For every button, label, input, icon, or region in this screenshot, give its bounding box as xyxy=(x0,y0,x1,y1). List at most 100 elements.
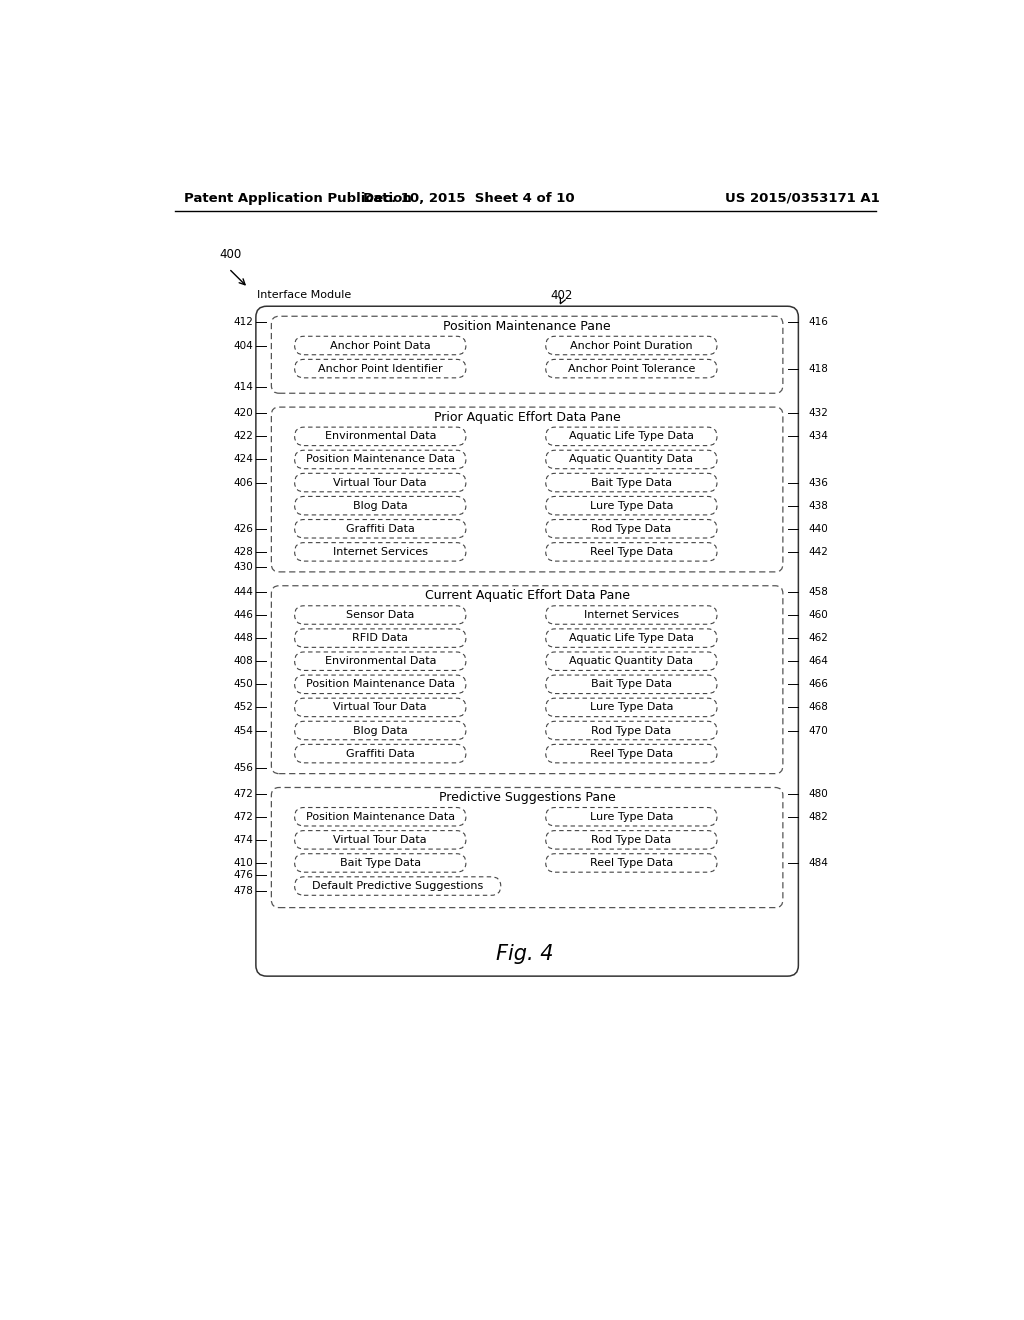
FancyBboxPatch shape xyxy=(295,428,466,446)
FancyBboxPatch shape xyxy=(295,496,466,515)
Text: Lure Type Data: Lure Type Data xyxy=(590,702,673,713)
Text: 404: 404 xyxy=(233,341,254,351)
Text: Lure Type Data: Lure Type Data xyxy=(590,812,673,822)
FancyBboxPatch shape xyxy=(546,474,717,492)
FancyBboxPatch shape xyxy=(546,520,717,539)
Text: Patent Application Publication: Patent Application Publication xyxy=(183,191,412,205)
FancyBboxPatch shape xyxy=(546,721,717,739)
Text: Position Maintenance Data: Position Maintenance Data xyxy=(306,454,455,465)
Text: 476: 476 xyxy=(233,870,254,880)
FancyBboxPatch shape xyxy=(546,606,717,624)
FancyBboxPatch shape xyxy=(295,520,466,539)
FancyBboxPatch shape xyxy=(271,586,783,774)
Text: 452: 452 xyxy=(233,702,254,713)
Text: Current Aquatic Effort Data Pane: Current Aquatic Effort Data Pane xyxy=(425,589,630,602)
Text: 480: 480 xyxy=(809,788,828,799)
Text: 454: 454 xyxy=(233,726,254,735)
FancyBboxPatch shape xyxy=(546,496,717,515)
Text: 422: 422 xyxy=(233,432,254,441)
Text: 444: 444 xyxy=(233,587,254,597)
Text: Blog Data: Blog Data xyxy=(353,726,408,735)
Text: 426: 426 xyxy=(233,524,254,533)
FancyBboxPatch shape xyxy=(546,830,717,849)
Text: 468: 468 xyxy=(809,702,828,713)
FancyBboxPatch shape xyxy=(546,428,717,446)
FancyBboxPatch shape xyxy=(295,744,466,763)
Text: 410: 410 xyxy=(233,858,254,869)
FancyBboxPatch shape xyxy=(295,474,466,492)
FancyBboxPatch shape xyxy=(546,337,717,355)
Text: Fig. 4: Fig. 4 xyxy=(496,944,554,964)
Text: Environmental Data: Environmental Data xyxy=(325,656,436,667)
Text: 456: 456 xyxy=(233,763,254,774)
Text: 474: 474 xyxy=(233,834,254,845)
Text: Interface Module: Interface Module xyxy=(257,290,351,301)
Text: Anchor Point Duration: Anchor Point Duration xyxy=(570,341,692,351)
Text: Position Maintenance Data: Position Maintenance Data xyxy=(306,812,455,822)
FancyBboxPatch shape xyxy=(295,876,501,895)
Text: Anchor Point Data: Anchor Point Data xyxy=(330,341,431,351)
Text: 400: 400 xyxy=(219,248,242,261)
FancyBboxPatch shape xyxy=(256,306,799,977)
FancyBboxPatch shape xyxy=(546,698,717,717)
FancyBboxPatch shape xyxy=(271,407,783,572)
Text: 434: 434 xyxy=(809,432,828,441)
Text: Bait Type Data: Bait Type Data xyxy=(340,858,421,869)
FancyBboxPatch shape xyxy=(295,450,466,469)
Text: Environmental Data: Environmental Data xyxy=(325,432,436,441)
Text: 484: 484 xyxy=(809,858,828,869)
Text: Aquatic Life Type Data: Aquatic Life Type Data xyxy=(569,634,694,643)
Text: 462: 462 xyxy=(809,634,828,643)
Text: 450: 450 xyxy=(233,680,254,689)
FancyBboxPatch shape xyxy=(295,337,466,355)
Text: 424: 424 xyxy=(233,454,254,465)
Text: Sensor Data: Sensor Data xyxy=(346,610,415,620)
Text: 412: 412 xyxy=(233,317,254,327)
Text: Rod Type Data: Rod Type Data xyxy=(591,834,672,845)
FancyBboxPatch shape xyxy=(546,652,717,671)
FancyBboxPatch shape xyxy=(546,744,717,763)
FancyBboxPatch shape xyxy=(546,854,717,873)
Text: Default Predictive Suggestions: Default Predictive Suggestions xyxy=(312,880,483,891)
Text: Reel Type Data: Reel Type Data xyxy=(590,748,673,759)
Text: 442: 442 xyxy=(809,546,828,557)
Text: 440: 440 xyxy=(809,524,828,533)
Text: RFID Data: RFID Data xyxy=(352,634,409,643)
Text: 460: 460 xyxy=(809,610,828,620)
Text: Rod Type Data: Rod Type Data xyxy=(591,524,672,533)
FancyBboxPatch shape xyxy=(295,628,466,647)
Text: Position Maintenance Data: Position Maintenance Data xyxy=(306,680,455,689)
Text: 448: 448 xyxy=(233,634,254,643)
Text: Virtual Tour Data: Virtual Tour Data xyxy=(334,478,427,487)
FancyBboxPatch shape xyxy=(295,675,466,693)
Text: 466: 466 xyxy=(809,680,828,689)
Text: 458: 458 xyxy=(809,587,828,597)
Text: 406: 406 xyxy=(233,478,254,487)
FancyBboxPatch shape xyxy=(295,830,466,849)
Text: Blog Data: Blog Data xyxy=(353,500,408,511)
Text: Predictive Suggestions Pane: Predictive Suggestions Pane xyxy=(438,791,615,804)
FancyBboxPatch shape xyxy=(295,721,466,739)
Text: 482: 482 xyxy=(809,812,828,822)
Text: Bait Type Data: Bait Type Data xyxy=(591,478,672,487)
Text: Internet Services: Internet Services xyxy=(584,610,679,620)
FancyBboxPatch shape xyxy=(546,808,717,826)
Text: Graffiti Data: Graffiti Data xyxy=(346,524,415,533)
Text: 478: 478 xyxy=(233,886,254,896)
Text: Anchor Point Tolerance: Anchor Point Tolerance xyxy=(567,363,695,374)
Text: Reel Type Data: Reel Type Data xyxy=(590,858,673,869)
FancyBboxPatch shape xyxy=(546,450,717,469)
Text: 472: 472 xyxy=(233,812,254,822)
Text: 432: 432 xyxy=(809,408,828,418)
Text: Prior Aquatic Effort Data Pane: Prior Aquatic Effort Data Pane xyxy=(434,411,621,424)
Text: Rod Type Data: Rod Type Data xyxy=(591,726,672,735)
FancyBboxPatch shape xyxy=(295,698,466,717)
FancyBboxPatch shape xyxy=(295,652,466,671)
Text: 446: 446 xyxy=(233,610,254,620)
FancyBboxPatch shape xyxy=(295,606,466,624)
Text: Graffiti Data: Graffiti Data xyxy=(346,748,415,759)
Text: 470: 470 xyxy=(809,726,828,735)
Text: Aquatic Life Type Data: Aquatic Life Type Data xyxy=(569,432,694,441)
Text: Position Maintenance Pane: Position Maintenance Pane xyxy=(443,319,611,333)
Text: Dec. 10, 2015  Sheet 4 of 10: Dec. 10, 2015 Sheet 4 of 10 xyxy=(364,191,574,205)
